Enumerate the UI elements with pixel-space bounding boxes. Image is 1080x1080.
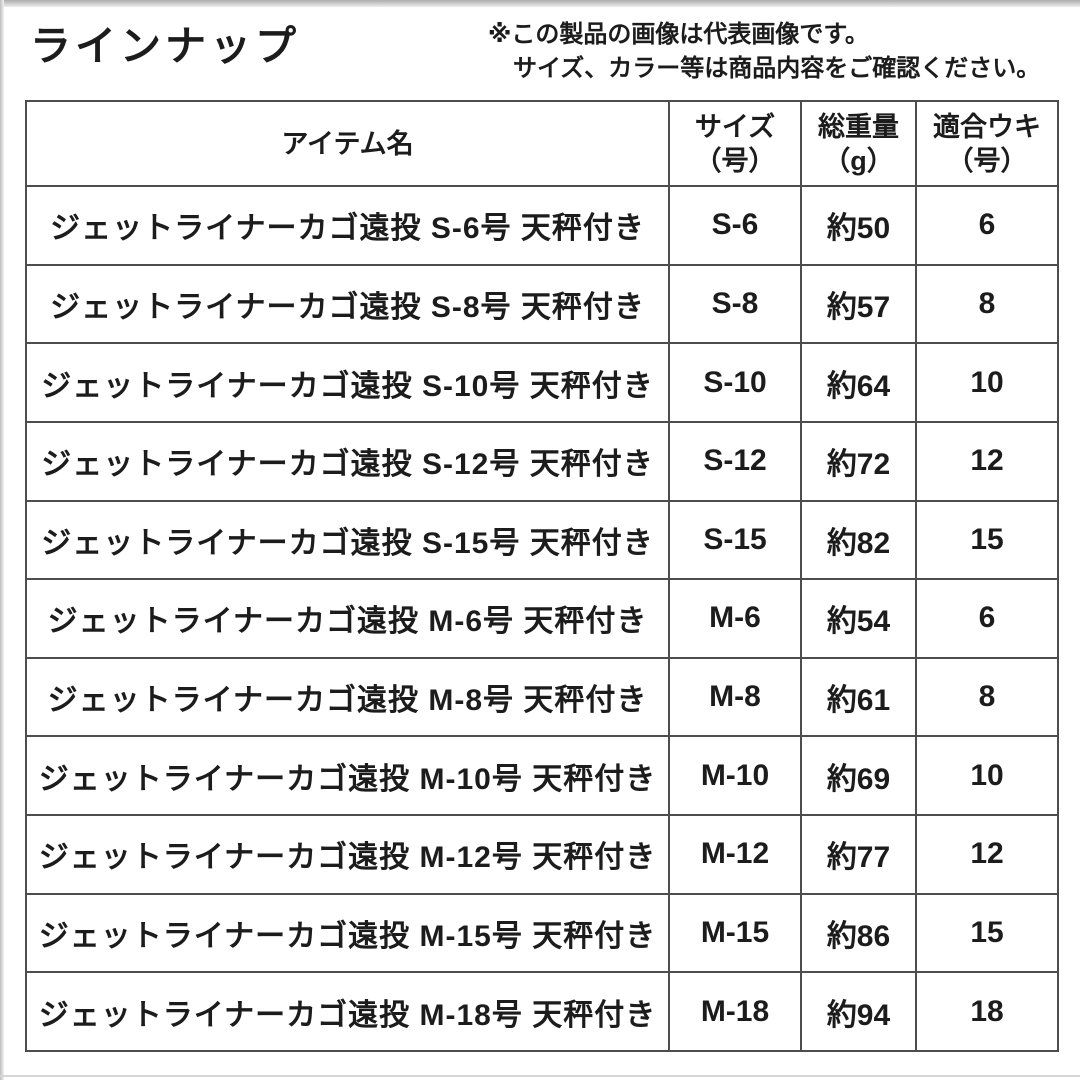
lineup-spec-table: アイテム名 サイズ （号） 総重量 （g） 適合ウキ （号） ジェットライナーカ… [25, 100, 1059, 1052]
cell-float: 10 [915, 342, 1059, 423]
cell-float: 8 [915, 656, 1059, 738]
table-row: ジェットライナーカゴ遠投 S-12号 天秤付き S-12 約72 12 [25, 420, 1059, 502]
cell-size: M-10 [668, 735, 802, 816]
image-edge-top [0, 0, 1080, 7]
cell-weight: 約94 [800, 971, 917, 1052]
cell-float: 10 [915, 735, 1059, 816]
cell-size: M-8 [668, 656, 802, 738]
cell-item-name: ジェットライナーカゴ遠投 S-12号 天秤付き [25, 420, 670, 502]
cell-size: S-15 [668, 499, 802, 581]
table-row: ジェットライナーカゴ遠投 S-6号 天秤付き S-6 約50 6 [25, 185, 1059, 266]
cell-float: 15 [915, 499, 1059, 581]
col-header-size-unit: （号） [694, 145, 776, 176]
cell-item-name: ジェットライナーカゴ遠投 M-8号 天秤付き [25, 656, 670, 738]
cell-weight: 約57 [800, 263, 917, 345]
cell-size: M-12 [668, 814, 802, 895]
image-edge-left [0, 0, 4, 1080]
cell-weight: 約50 [800, 185, 917, 266]
cell-item-name: ジェットライナーカゴ遠投 S-6号 天秤付き [25, 185, 670, 266]
cell-size: M-15 [668, 892, 802, 974]
cell-float: 8 [915, 263, 1059, 345]
notice-line-2: サイズ、カラー等は商品内容をご確認ください。 [513, 55, 1041, 82]
cell-float: 6 [915, 185, 1059, 266]
cell-weight: 約86 [800, 892, 917, 974]
cell-weight: 約77 [800, 814, 917, 895]
cell-weight: 約69 [800, 735, 917, 816]
cell-item-name: ジェットライナーカゴ遠投 M-6号 天秤付き [25, 578, 670, 659]
cell-float: 18 [915, 971, 1059, 1052]
page-title: ラインナップ [30, 23, 300, 69]
cell-item-name: ジェットライナーカゴ遠投 M-15号 天秤付き [25, 892, 670, 974]
col-header-size-label: サイズ [694, 111, 776, 142]
col-header-item-name: アイテム名 [25, 100, 670, 187]
table-header-row: アイテム名 サイズ （号） 総重量 （g） 適合ウキ （号） [25, 100, 1059, 187]
notice-line-1: ※この製品の画像は代表画像です。 [488, 21, 869, 48]
cell-size: S-8 [668, 263, 802, 345]
cell-size: S-6 [668, 185, 802, 266]
cell-weight: 約61 [800, 656, 917, 738]
cell-size: M-6 [668, 578, 802, 659]
cell-size: S-10 [668, 342, 802, 423]
cell-size: M-18 [668, 971, 802, 1052]
cell-float: 12 [915, 814, 1059, 895]
cell-item-name: ジェットライナーカゴ遠投 M-18号 天秤付き [25, 971, 670, 1052]
cell-item-name: ジェットライナーカゴ遠投 S-15号 天秤付き [25, 499, 670, 581]
table-row: ジェットライナーカゴ遠投 S-8号 天秤付き S-8 約57 8 [25, 263, 1059, 345]
cell-item-name: ジェットライナーカゴ遠投 M-12号 天秤付き [25, 814, 670, 895]
cell-float: 12 [915, 420, 1059, 502]
col-header-weight: 総重量 （g） [800, 100, 917, 187]
table-row: ジェットライナーカゴ遠投 M-15号 天秤付き M-15 約86 15 [25, 892, 1059, 974]
col-header-weight-unit: （g） [823, 145, 894, 176]
cell-weight: 約72 [800, 420, 917, 502]
cell-float: 15 [915, 892, 1059, 974]
col-header-size: サイズ （号） [668, 100, 802, 187]
table-row: ジェットライナーカゴ遠投 S-15号 天秤付き S-15 約82 15 [25, 499, 1059, 581]
cell-weight: 約54 [800, 578, 917, 659]
cell-weight: 約64 [800, 342, 917, 423]
col-header-float-unit: （号） [946, 145, 1028, 176]
col-header-float-label: 適合ウキ [933, 111, 1041, 142]
image-edge-bottom [0, 1075, 1080, 1077]
cell-item-name: ジェットライナーカゴ遠投 M-10号 天秤付き [25, 735, 670, 816]
cell-item-name: ジェットライナーカゴ遠投 S-10号 天秤付き [25, 342, 670, 423]
cell-weight: 約82 [800, 499, 917, 581]
table-row: ジェットライナーカゴ遠投 M-10号 天秤付き M-10 約69 10 [25, 735, 1059, 816]
table-row: ジェットライナーカゴ遠投 M-6号 天秤付き M-6 約54 6 [25, 578, 1059, 659]
col-header-item-name-label: アイテム名 [281, 128, 414, 159]
table-row: ジェットライナーカゴ遠投 M-12号 天秤付き M-12 約77 12 [25, 814, 1059, 895]
cell-item-name: ジェットライナーカゴ遠投 S-8号 天秤付き [25, 263, 670, 345]
cell-size: S-12 [668, 420, 802, 502]
cell-float: 6 [915, 578, 1059, 659]
col-header-weight-label: 総重量 [818, 111, 899, 142]
representative-image-notice: ※この製品の画像は代表画像です。 サイズ、カラー等は商品内容をご確認ください。 [488, 18, 1040, 86]
table-row: ジェットライナーカゴ遠投 S-10号 天秤付き S-10 約64 10 [25, 342, 1059, 423]
table-row: ジェットライナーカゴ遠投 M-8号 天秤付き M-8 約61 8 [25, 656, 1059, 738]
table-row: ジェットライナーカゴ遠投 M-18号 天秤付き M-18 約94 18 [25, 971, 1059, 1052]
col-header-float: 適合ウキ （号） [915, 100, 1059, 187]
